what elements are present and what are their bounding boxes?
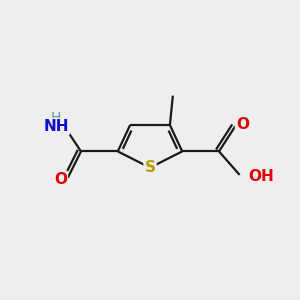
Text: O: O bbox=[54, 172, 67, 187]
Text: H: H bbox=[51, 110, 61, 124]
Text: S: S bbox=[145, 160, 155, 175]
Text: OH: OH bbox=[248, 169, 274, 184]
Text: NH: NH bbox=[43, 119, 69, 134]
Text: O: O bbox=[236, 117, 249, 132]
